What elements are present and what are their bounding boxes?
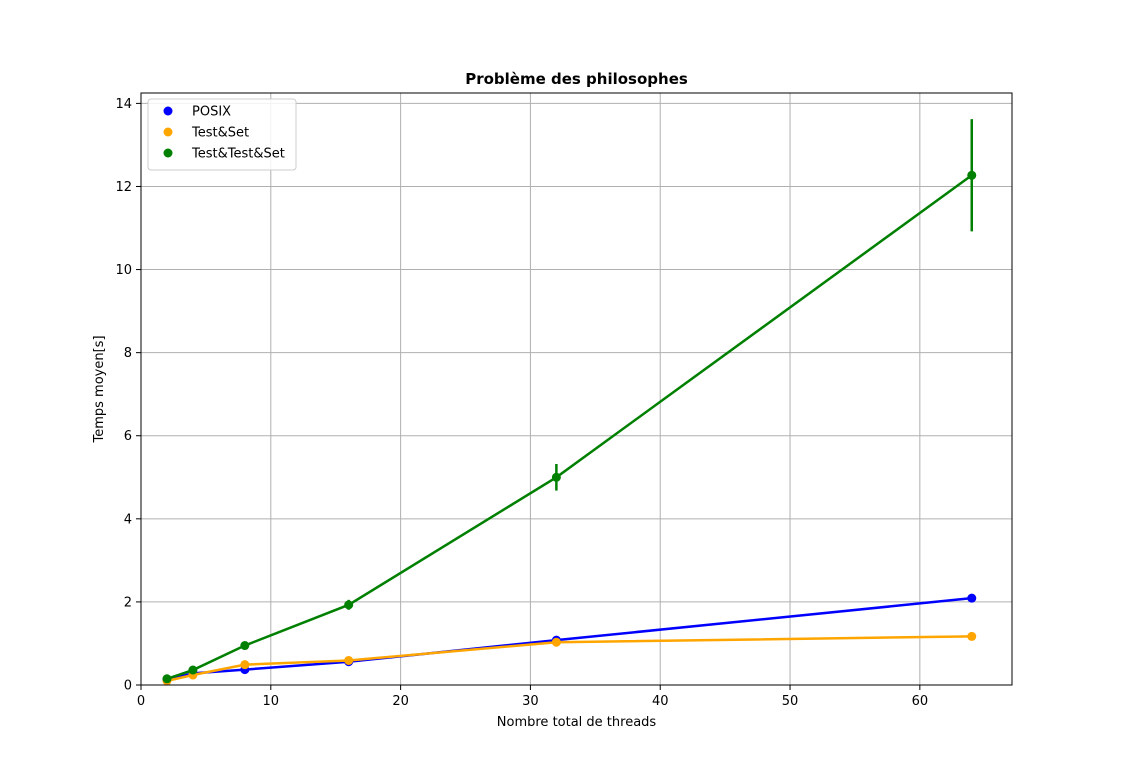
series-line	[166, 174, 973, 680]
x-tick-label: 10	[263, 694, 280, 709]
legend-box	[147, 98, 297, 171]
data-point	[967, 593, 977, 603]
axis-ticks: 0 10 20 30 40 50 60 0 2 4 6 8 10 12 14	[115, 97, 928, 709]
y-tick-label: 4	[124, 512, 132, 527]
y-tick-label: 8	[124, 346, 132, 361]
x-tick-label: 20	[392, 694, 409, 709]
y-tick-label: 0	[124, 679, 132, 694]
data-point	[551, 472, 561, 482]
data-point	[162, 674, 172, 684]
y-tick-label: 12	[115, 180, 132, 195]
y-tick-label: 6	[124, 429, 132, 444]
y-tick-label: 10	[115, 263, 132, 278]
legend: POSIX Test&Set Test&Test&Set	[147, 98, 297, 171]
x-tick-label: 0	[137, 694, 145, 709]
data-point	[967, 170, 977, 180]
legend-marker	[163, 106, 173, 116]
data-point	[551, 637, 561, 647]
data-point	[344, 655, 354, 665]
legend-marker	[163, 148, 173, 158]
y-tick-label: 2	[124, 595, 132, 610]
data-point	[188, 665, 198, 675]
series-layer	[162, 119, 977, 686]
legend-marker	[163, 127, 173, 137]
data-point	[344, 600, 354, 610]
x-tick-label: 50	[782, 694, 799, 709]
y-axis-label: Temps moyen[s]	[92, 335, 107, 443]
series-line	[166, 635, 972, 683]
x-tick-label: 60	[912, 694, 929, 709]
plot-area	[140, 92, 1013, 686]
chart-title: Problème des philosophes	[465, 70, 688, 88]
grid	[140, 93, 1012, 686]
series-test-test-set	[162, 119, 977, 684]
x-axis-label: Nombre total de threads	[497, 715, 657, 730]
x-tick-label: 30	[522, 694, 539, 709]
data-point	[240, 660, 250, 670]
data-point	[967, 631, 977, 641]
x-tick-label: 40	[652, 694, 669, 709]
data-point	[240, 641, 250, 651]
legend-entry: Test&Set	[191, 126, 249, 141]
legend-entry: Test&Test&Set	[191, 147, 285, 162]
legend-entry: POSIX	[192, 105, 231, 120]
y-tick-label: 14	[115, 97, 132, 112]
